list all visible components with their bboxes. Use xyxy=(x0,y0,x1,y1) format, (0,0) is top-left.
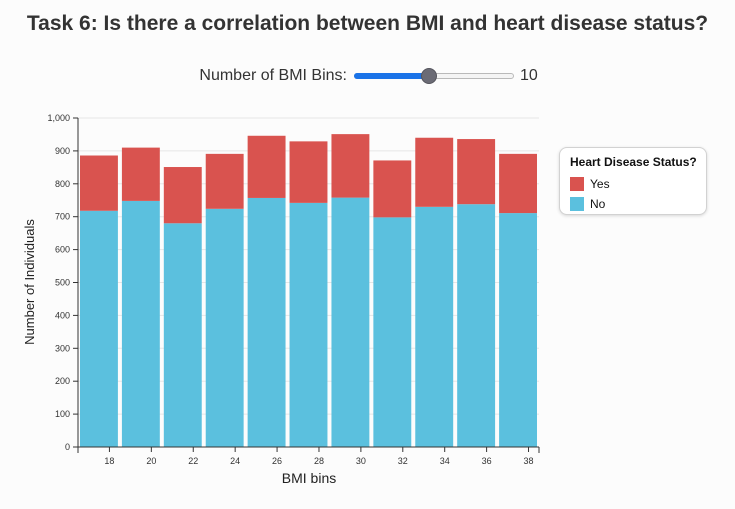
x-axis-label: BMI bins xyxy=(282,470,336,486)
bar-yes-9 xyxy=(457,139,496,205)
bin-slider-row: Number of BMI Bins: 10 xyxy=(0,66,735,88)
bmi-bins-slider[interactable] xyxy=(352,66,514,86)
bar-no-7 xyxy=(373,217,412,447)
bar-no-2 xyxy=(163,223,202,447)
legend-label-yes: Yes xyxy=(590,177,610,191)
bar-yes-0 xyxy=(80,155,118,211)
bar-yes-10 xyxy=(499,153,537,214)
y-tick-label: 500 xyxy=(55,278,70,288)
bar-yes-8 xyxy=(415,137,454,207)
bar-no-1 xyxy=(121,200,160,447)
bar-yes-7 xyxy=(373,160,412,218)
y-tick-label: 300 xyxy=(55,343,70,353)
axes: 0 100 200 300 400 500 600 700 800 900 1,000 18 20 22 2… xyxy=(47,113,540,466)
x-tick-label: 34 xyxy=(440,456,450,466)
legend-item-yes: Yes xyxy=(570,174,696,194)
y-axis-label: Number of Individuals xyxy=(22,219,37,345)
y-tick-label: 1,000 xyxy=(47,113,70,123)
legend-title: Heart Disease Status? xyxy=(570,155,697,169)
page-title: Task 6: Is there a correlation between B… xyxy=(26,12,709,35)
x-tick-label: 18 xyxy=(104,456,114,466)
legend-label-no: No xyxy=(590,197,606,211)
legend-swatch-no xyxy=(570,197,584,211)
bar-yes-2 xyxy=(163,167,202,224)
bar-yes-5 xyxy=(289,141,328,203)
legend-swatch-yes xyxy=(570,177,584,191)
bar-no-8 xyxy=(415,206,454,447)
bar-yes-4 xyxy=(247,135,286,198)
y-tick-label: 600 xyxy=(55,245,70,255)
x-tick-label: 38 xyxy=(524,456,534,466)
x-tick-label: 22 xyxy=(188,456,198,466)
bar-no-0 xyxy=(80,210,118,447)
y-tick-label: 0 xyxy=(65,442,70,452)
x-tick-label: 36 xyxy=(482,456,492,466)
legend: Heart Disease Status? Yes No xyxy=(559,147,707,215)
bar-no-9 xyxy=(457,204,496,447)
bar-no-3 xyxy=(205,208,244,447)
y-tick-label: 800 xyxy=(55,179,70,189)
bar-no-6 xyxy=(331,197,370,447)
legend-item-no: No xyxy=(570,194,696,214)
bar-yes-3 xyxy=(205,153,244,209)
y-tick-label: 400 xyxy=(55,310,70,320)
y-tick-label: 700 xyxy=(55,212,70,222)
y-tick-label: 900 xyxy=(55,146,70,156)
slider-value: 10 xyxy=(520,67,538,84)
x-tick-label: 32 xyxy=(398,456,408,466)
x-tick-label: 30 xyxy=(356,456,366,466)
slider-thumb[interactable] xyxy=(420,68,437,84)
bar-no-10 xyxy=(499,213,537,447)
slider-label: Number of BMI Bins: xyxy=(199,67,347,84)
y-tick-label: 100 xyxy=(55,409,70,419)
bar-no-5 xyxy=(289,202,328,447)
bar-yes-6 xyxy=(331,134,370,198)
bar-yes-1 xyxy=(121,147,160,201)
x-tick-label: 26 xyxy=(272,456,282,466)
x-tick-label: 28 xyxy=(314,456,324,466)
y-tick-label: 200 xyxy=(55,376,70,386)
bar-no-4 xyxy=(247,197,286,447)
x-tick-label: 20 xyxy=(146,456,156,466)
bars xyxy=(80,134,537,447)
slider-fill xyxy=(354,73,429,79)
x-tick-label: 24 xyxy=(230,456,240,466)
